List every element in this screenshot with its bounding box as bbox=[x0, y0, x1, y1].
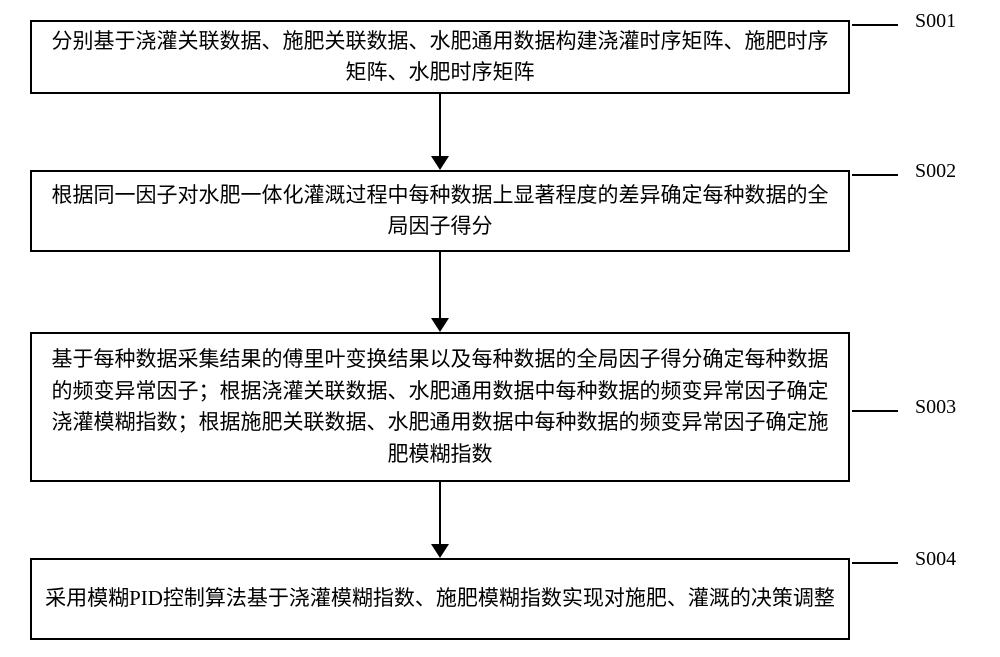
step-text: 根据同一因子对水肥一体化灌溉过程中每种数据上显著程度的差异确定每种数据的全局因子… bbox=[42, 180, 838, 243]
leader-line bbox=[852, 410, 898, 412]
flowchart-canvas: 分别基于浇灌关联数据、施肥关联数据、水肥通用数据构建浇灌时序矩阵、施肥时序矩阵、… bbox=[0, 0, 1000, 657]
arrow-head-icon bbox=[431, 156, 449, 170]
step-box-s004: 采用模糊PID控制算法基于浇灌模糊指数、施肥模糊指数实现对施肥、灌溉的决策调整 bbox=[30, 558, 850, 640]
arrow-line bbox=[439, 252, 441, 318]
leader-line bbox=[852, 174, 898, 176]
step-label-s002: S002 bbox=[915, 160, 956, 183]
step-box-s002: 根据同一因子对水肥一体化灌溉过程中每种数据上显著程度的差异确定每种数据的全局因子… bbox=[30, 170, 850, 252]
arrow-head-icon bbox=[431, 318, 449, 332]
arrow-line bbox=[439, 482, 441, 544]
leader-line bbox=[852, 24, 898, 26]
step-label-s004: S004 bbox=[915, 548, 956, 571]
leader-line bbox=[852, 562, 898, 564]
arrow-head-icon bbox=[431, 544, 449, 558]
arrow-line bbox=[439, 94, 441, 156]
step-label-s003: S003 bbox=[915, 396, 956, 419]
step-text: 采用模糊PID控制算法基于浇灌模糊指数、施肥模糊指数实现对施肥、灌溉的决策调整 bbox=[45, 583, 835, 615]
step-box-s001: 分别基于浇灌关联数据、施肥关联数据、水肥通用数据构建浇灌时序矩阵、施肥时序矩阵、… bbox=[30, 20, 850, 94]
step-box-s003: 基于每种数据采集结果的傅里叶变换结果以及每种数据的全局因子得分确定每种数据的频变… bbox=[30, 332, 850, 482]
step-text: 基于每种数据采集结果的傅里叶变换结果以及每种数据的全局因子得分确定每种数据的频变… bbox=[42, 344, 838, 470]
step-label-s001: S001 bbox=[915, 10, 956, 33]
step-text: 分别基于浇灌关联数据、施肥关联数据、水肥通用数据构建浇灌时序矩阵、施肥时序矩阵、… bbox=[42, 26, 838, 89]
